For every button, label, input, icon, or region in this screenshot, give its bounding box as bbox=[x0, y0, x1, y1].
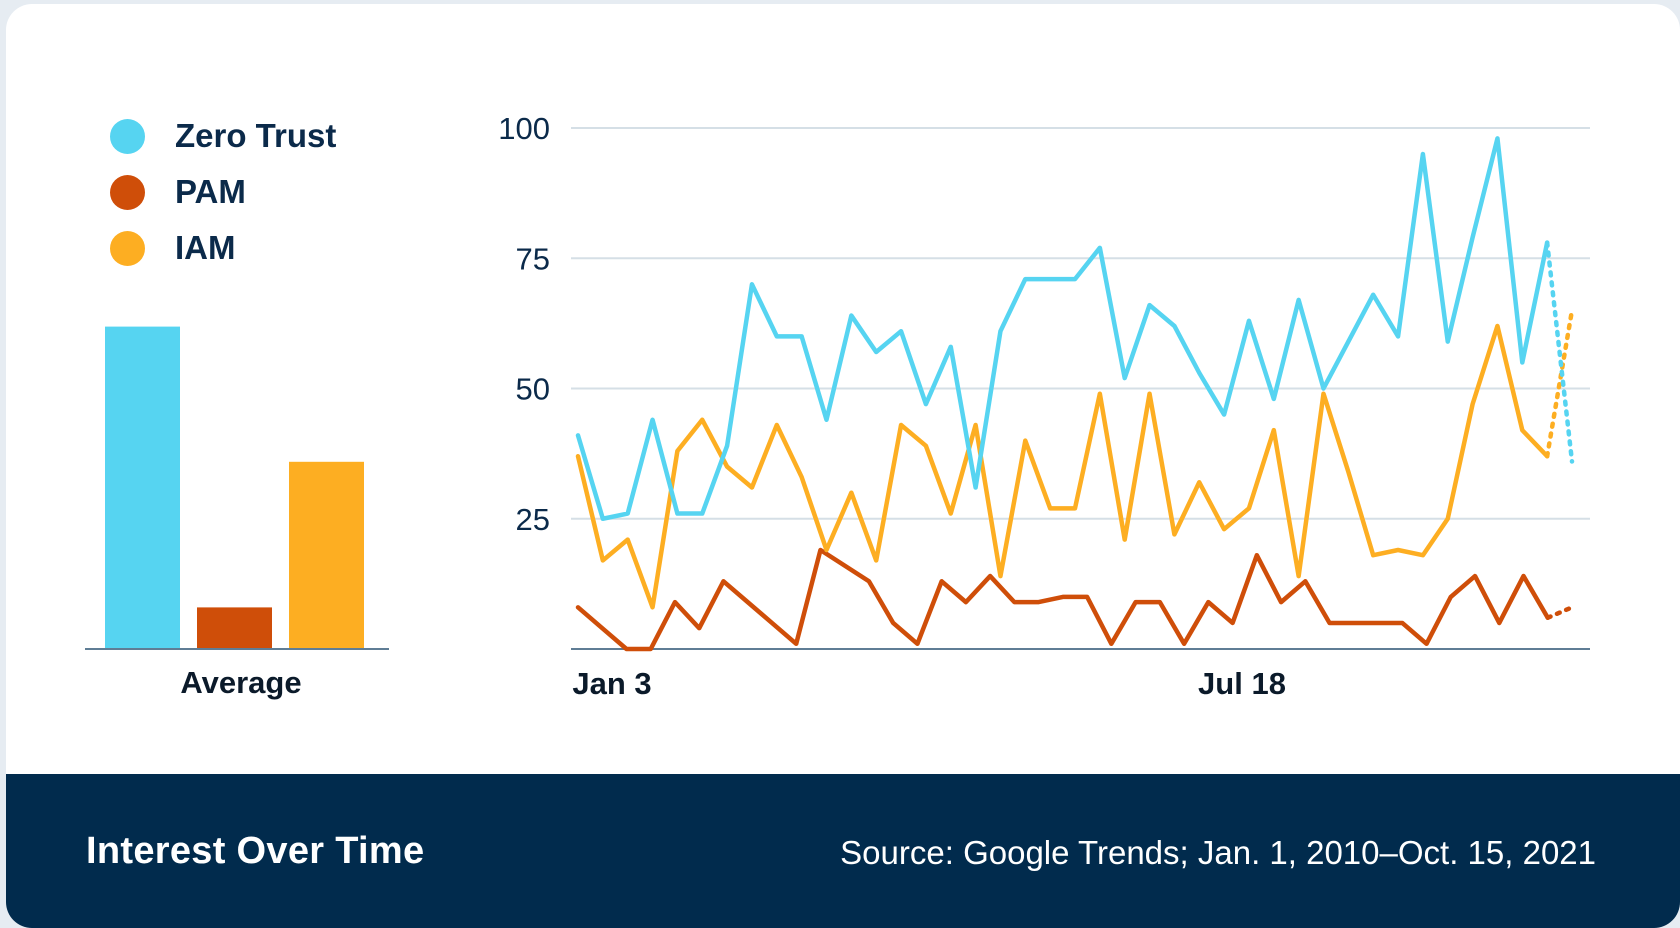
trends-chart: Average 25 50 75 100 Jan 3 Jul 18 bbox=[85, 111, 1590, 701]
y-tick-label: 50 bbox=[516, 372, 550, 407]
line-series-pam bbox=[575, 547, 1551, 652]
average-bar-pam bbox=[197, 607, 272, 649]
legend-swatch-zero-trust bbox=[110, 118, 145, 154]
footer-bar: Interest Over Time Source: Google Trends… bbox=[6, 774, 1680, 928]
legend-item-pam: PAM bbox=[110, 164, 336, 220]
legend-item-iam: IAM bbox=[110, 220, 336, 276]
line-series-zero-trust-partial bbox=[1544, 240, 1575, 464]
chart-card: Average 25 50 75 100 Jan 3 Jul 18 Zero Trust P… bbox=[6, 4, 1680, 928]
legend-swatch-iam bbox=[110, 230, 145, 266]
y-tick-label: 100 bbox=[498, 111, 550, 146]
line-series-pam-partial bbox=[1545, 605, 1575, 620]
legend: Zero Trust PAM IAM bbox=[110, 108, 336, 276]
y-tick-label: 75 bbox=[516, 241, 550, 276]
x-tick-label: Jul 18 bbox=[1198, 666, 1286, 701]
source-note: Source: Google Trends; Jan. 1, 2010–Oct.… bbox=[840, 834, 1596, 871]
line-series-zero-trust bbox=[575, 136, 1550, 521]
line-series-iam-partial bbox=[1544, 308, 1575, 459]
line-series-iam bbox=[575, 323, 1550, 610]
legend-swatch-pam bbox=[110, 174, 145, 210]
x-tick-label: Jan 3 bbox=[572, 666, 651, 701]
y-tick-label: 25 bbox=[516, 502, 550, 537]
footer-title: Interest Over Time bbox=[86, 830, 425, 872]
bar-category-label: Average bbox=[180, 665, 301, 700]
legend-item-zero-trust: Zero Trust bbox=[110, 108, 336, 164]
legend-label: PAM bbox=[175, 173, 246, 210]
legend-label: IAM bbox=[175, 229, 236, 266]
average-bar-iam bbox=[289, 461, 364, 649]
legend-label: Zero Trust bbox=[175, 117, 337, 154]
average-bar-zero-trust bbox=[105, 326, 180, 649]
